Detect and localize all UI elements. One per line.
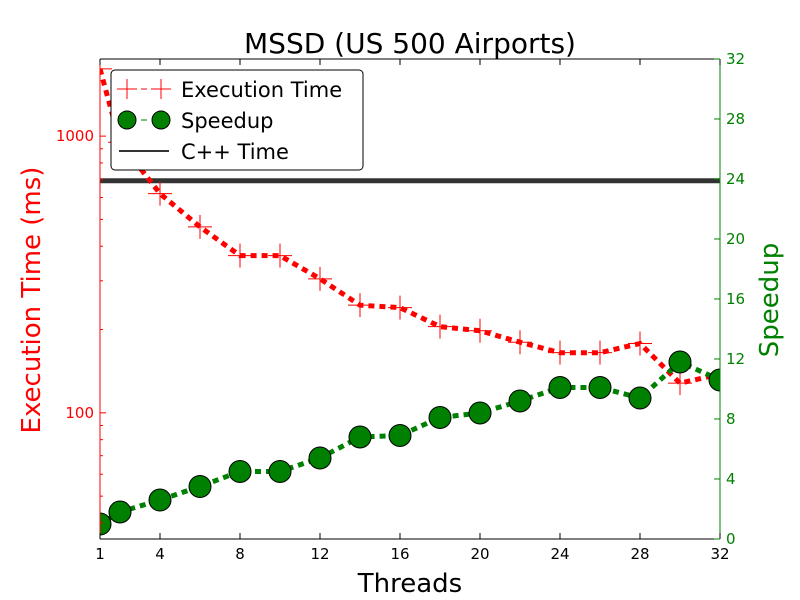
speedup-point xyxy=(148,488,172,512)
execution-time-point xyxy=(148,181,172,206)
legend-box xyxy=(110,69,364,171)
x-axis-label: Threads xyxy=(357,569,462,599)
speedup-point xyxy=(348,425,372,449)
legend-speedup-marker xyxy=(151,110,171,130)
speedup-point xyxy=(308,446,332,470)
speedup-point xyxy=(668,350,692,374)
y-right-tick-label: 32 xyxy=(726,50,745,68)
y-right-tick-label: 12 xyxy=(726,350,745,368)
execution-time-point xyxy=(628,331,652,356)
speedup-point xyxy=(508,389,532,413)
speedup-point xyxy=(428,406,452,429)
legend-speedup-marker xyxy=(117,110,137,130)
chart-title: MSSD (US 500 Airports) xyxy=(244,27,576,60)
x-tick-label: 32 xyxy=(710,545,729,563)
y-right-tick-label: 0 xyxy=(726,530,736,548)
speedup-point xyxy=(708,368,720,392)
speedup-point xyxy=(268,460,292,483)
speedup-point xyxy=(468,401,492,425)
execution-time-point xyxy=(228,243,252,268)
speedup-point xyxy=(228,460,252,483)
x-tick-label: 16 xyxy=(390,545,409,563)
execution-time-point xyxy=(468,318,492,343)
y-right-tick-label: 28 xyxy=(726,110,745,128)
y-right-axis-label: Speedup xyxy=(755,243,785,358)
x-tick-label: 12 xyxy=(310,545,329,563)
legend-cpp-label: C++ Time xyxy=(181,140,289,164)
execution-time-point xyxy=(428,314,452,339)
execution-time-point xyxy=(100,59,112,81)
execution-time-point xyxy=(268,243,292,268)
y-right-tick-label: 4 xyxy=(726,470,736,488)
legend-speedup-label: Speedup xyxy=(181,109,273,133)
execution-time-point xyxy=(188,214,212,239)
y-right-tick-label: 16 xyxy=(726,290,745,308)
y-left-tick-label: 100 xyxy=(65,404,94,422)
speedup-line xyxy=(100,359,720,527)
y-left-tick-label: 1000 xyxy=(56,127,94,145)
axes: 1 4 8 12 16 20 24 28 32 100 1000 0 4 8 12 16 20 24 28 32 xyxy=(56,50,745,563)
execution-time-point xyxy=(388,295,412,320)
x-tick-label: 28 xyxy=(630,545,649,563)
plot-area xyxy=(100,59,720,536)
execution-time-point xyxy=(548,340,572,365)
speedup-point xyxy=(628,386,652,410)
y-right-tick-label: 8 xyxy=(726,410,736,428)
legend-time-label: Execution Time xyxy=(181,78,342,102)
y-left-axis-label: Execution Time (ms) xyxy=(17,167,47,434)
execution-time-point xyxy=(348,293,372,318)
y-right-tick-label: 24 xyxy=(726,170,745,188)
speedup-point xyxy=(108,500,132,524)
x-tick-label: 1 xyxy=(95,545,105,563)
x-tick-label: 24 xyxy=(550,545,569,563)
plot-marks xyxy=(100,59,720,536)
speedup-point xyxy=(188,475,212,498)
execution-time-point xyxy=(308,266,332,291)
speedup-point xyxy=(100,512,112,536)
speedup-point xyxy=(388,424,412,447)
execution-time-point xyxy=(588,340,612,365)
x-tick-label: 20 xyxy=(470,545,489,563)
speedup-point xyxy=(588,376,612,399)
y-right-tick-label: 20 xyxy=(726,230,745,248)
execution-time-point xyxy=(508,330,532,355)
x-tick-label: 4 xyxy=(155,545,165,563)
execution-time-point xyxy=(668,371,692,396)
speedup-point xyxy=(548,376,572,399)
legend: Execution Time Speedup C++ Time xyxy=(110,69,364,171)
x-tick-label: 8 xyxy=(235,545,245,563)
